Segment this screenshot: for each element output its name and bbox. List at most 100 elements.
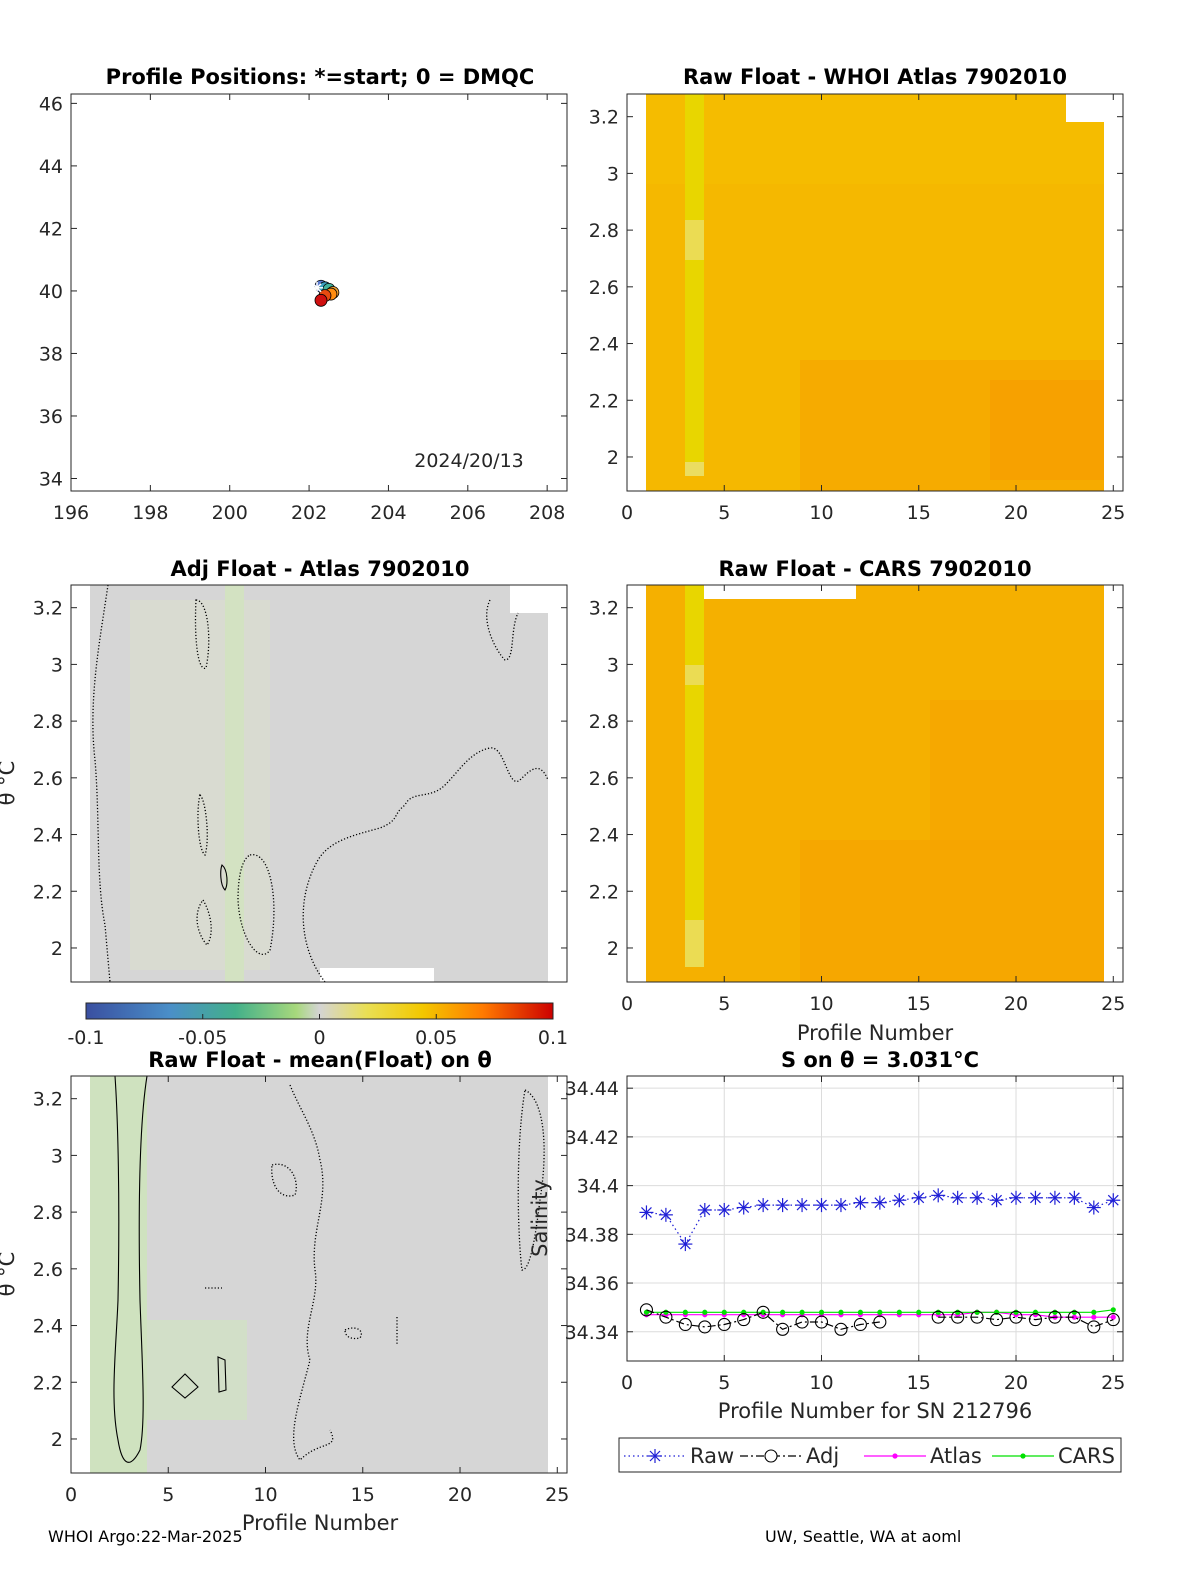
positions-axes: 196 198 200 202 204 206 208 34 36 38 40 42 44 46 — [39, 93, 567, 524]
raw-mean-axes: 0 5 10 15 20 25 2 2.2 2.4 2.6 2.8 3 3.2 — [33, 1076, 569, 1506]
cars-dot-point — [1091, 1309, 1097, 1315]
adj-circle-point — [873, 1315, 887, 1329]
y-tick-label: 2 — [607, 938, 619, 960]
y-tick-label: 2.8 — [589, 220, 619, 242]
x-tick-label: 20 — [1004, 502, 1028, 524]
y-tick-label: 34.42 — [565, 1127, 619, 1149]
y-tick-label: 2.6 — [33, 1259, 63, 1281]
y-tick-label: 3.2 — [33, 598, 63, 620]
adj-atlas-axes: 2 2.2 2.4 2.6 2.8 3 3.2 — [33, 598, 567, 960]
adj-atlas-missing-cell — [510, 585, 548, 613]
colorbar-tick-label: 0.1 — [538, 1027, 568, 1049]
adj-atlas-contour-b — [197, 793, 208, 857]
x-tick-label: 15 — [351, 1484, 375, 1506]
legend-box — [618, 1437, 1122, 1473]
cars-dot-point — [1071, 1309, 1077, 1315]
raw-mean-xlabel: Profile Number — [242, 1511, 399, 1535]
raw-mean-contour-a — [289, 1084, 334, 1461]
cars-dot-point — [955, 1309, 961, 1315]
x-tick-label: 206 — [450, 502, 486, 524]
salinity-frame — [626, 1075, 1124, 1362]
x-tick-label: 196 — [53, 502, 89, 524]
cars-dot-point — [916, 1309, 922, 1315]
cars-dot-point — [857, 1309, 864, 1315]
legend-entry-raw: Raw — [624, 1444, 734, 1468]
y-tick-label: 2.6 — [589, 768, 619, 790]
adj-circle-point — [814, 1315, 829, 1329]
raw-cars-deep-region — [800, 840, 1104, 982]
salinity-xlabel: Profile Number for SN 212796 — [718, 1399, 1032, 1423]
raw-star-point — [658, 1207, 673, 1222]
legend-entry-adj: Adj — [740, 1444, 839, 1468]
raw-mean-green-patch — [147, 1320, 247, 1420]
y-tick-label: 2.2 — [33, 881, 63, 903]
raw-star-point — [833, 1198, 848, 1213]
legend-label: Raw — [690, 1444, 734, 1468]
adj-atlas-ylabel: θ °C — [0, 761, 19, 806]
legend-label: Adj — [806, 1444, 839, 1468]
salinity-axes: 0 5 10 15 20 25 34.34 34.36 34.38 34.4 34.42 34.44 — [565, 1076, 1125, 1394]
salinity-ylabel: Salinity — [528, 1179, 552, 1257]
adj-circle-point — [659, 1310, 673, 1324]
positions-points — [311, 279, 340, 307]
y-tick-label: 38 — [39, 343, 63, 365]
x-tick-label: 25 — [1101, 993, 1125, 1015]
raw-cars-stripe-light — [685, 665, 704, 685]
y-tick-label: 3 — [51, 1145, 63, 1167]
adj-atlas-contour-d — [237, 854, 275, 956]
x-tick-label: 15 — [907, 1372, 931, 1394]
raw-atlas-frame — [626, 93, 1124, 492]
cars-dot-point — [799, 1309, 805, 1315]
raw-star-point — [795, 1198, 810, 1213]
raw-star-point — [775, 1198, 790, 1213]
raw-cars-axes: 0 5 10 15 20 25 2 2.2 2.4 2.6 2.8 3 3.2 — [589, 585, 1125, 1015]
adj-circle-point — [1087, 1320, 1101, 1334]
y-tick-label: 2 — [607, 447, 619, 469]
raw-star-point — [1106, 1193, 1121, 1208]
salinity-panel: S on θ = 3.031°C 0 5 10 15 20 25 34.34 34.36 34.… — [528, 1048, 1125, 1473]
adj-circle-point — [931, 1310, 945, 1324]
y-tick-label: 36 — [39, 406, 63, 428]
legend-entry-atlas: Atlas — [864, 1444, 982, 1468]
raw-atlas-stripe-light — [685, 220, 704, 260]
colorbar-tick-label: 0 — [313, 1027, 325, 1049]
y-tick-label: 34 — [39, 468, 63, 490]
cars-dot-point — [702, 1309, 708, 1315]
x-tick-label: 200 — [212, 502, 248, 524]
salinity-legend: Raw Adj Atlas CARS — [618, 1437, 1122, 1473]
colorbar-tick-label: 0.05 — [415, 1027, 457, 1049]
y-tick-label: 2.2 — [589, 390, 619, 412]
y-tick-label: 34.36 — [565, 1273, 619, 1295]
raw-mean-frame — [70, 1075, 568, 1474]
y-tick-label: 3 — [607, 654, 619, 676]
raw-atlas-axes: 0 5 10 15 20 25 2 2.2 2.4 2.6 2.8 3 3.2 — [589, 94, 1125, 524]
x-tick-label: 10 — [809, 502, 833, 524]
adj-circle-point — [678, 1317, 692, 1332]
y-tick-label: 3.2 — [589, 598, 619, 620]
raw-mean-contour-c — [344, 1327, 362, 1340]
x-tick-label: 10 — [253, 1484, 277, 1506]
raw-star-point — [989, 1193, 1004, 1208]
y-tick-label: 34.4 — [577, 1176, 619, 1198]
x-tick-label: 5 — [718, 1372, 730, 1394]
raw-atlas-right-blank — [1104, 122, 1123, 491]
raw-cars-deep-region-2 — [930, 700, 1104, 850]
raw-cars-title: Raw Float - CARS 7902010 — [718, 557, 1031, 581]
adj-atlas-contour-solid — [220, 864, 228, 891]
raw-star-point — [1009, 1190, 1024, 1205]
x-tick-label: 15 — [907, 502, 931, 524]
raw-star-point — [853, 1195, 868, 1210]
raw-star-point — [950, 1190, 965, 1205]
y-tick-label: 3 — [607, 163, 619, 185]
raw-star-point — [639, 1205, 654, 1220]
y-tick-label: 2 — [51, 938, 63, 960]
cars-dot-point — [818, 1309, 825, 1315]
legend-label: Atlas — [930, 1444, 982, 1468]
raw-star-point — [970, 1190, 985, 1205]
adj-circle-point — [795, 1315, 809, 1329]
legend-label: CARS — [1058, 1444, 1115, 1468]
x-tick-label: 198 — [132, 502, 168, 524]
raw-mean-contour-b — [271, 1163, 297, 1197]
legend-entry-cars: CARS — [992, 1444, 1115, 1468]
